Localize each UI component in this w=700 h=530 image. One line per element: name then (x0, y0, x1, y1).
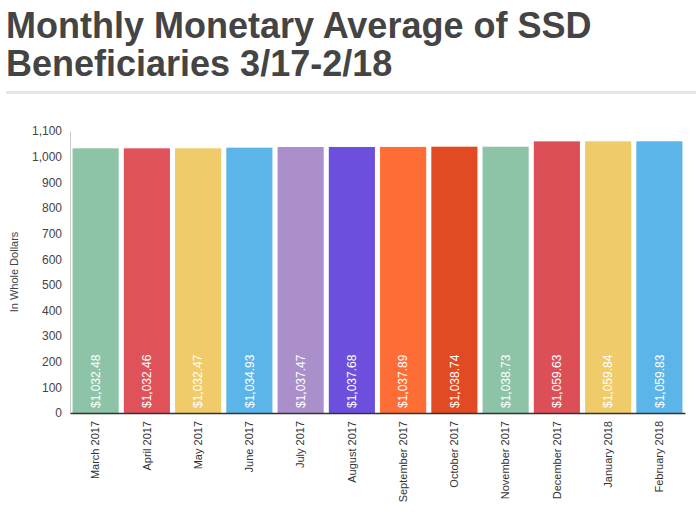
x-tick-label: June 2017 (243, 421, 255, 472)
title: Monthly Monetary Average of SSDBeneficia… (6, 5, 591, 84)
bar (483, 147, 529, 413)
y-tick-label: 500 (42, 278, 62, 292)
x-tick: November 2017 (499, 413, 511, 499)
data-label: $1,037.89 (396, 354, 410, 408)
bar (431, 147, 477, 413)
data-label: $1,032.48 (89, 354, 103, 408)
bar (124, 148, 170, 413)
data-label: $1,037.68 (345, 354, 359, 408)
y-tick-label: 0 (55, 406, 62, 420)
bar (73, 148, 119, 413)
bar (380, 147, 426, 413)
data-label: $1,032.47 (191, 354, 205, 408)
x-tick: December 2017 (551, 413, 563, 499)
y-tick-label: 900 (42, 176, 62, 190)
y-axis-title: In Whole Dollars (8, 231, 20, 312)
y-tick: 700 (42, 227, 70, 241)
x-tick-label: March 2017 (89, 421, 101, 479)
x-tick: June 2017 (243, 413, 255, 472)
x-tick: January 2018 (602, 413, 614, 488)
y-tick-label: 800 (42, 201, 62, 215)
x-tick: September 2017 (397, 413, 409, 502)
y-tick-label: 1,100 (32, 124, 62, 138)
x-tick: July 2017 (294, 413, 306, 468)
x-tick-label: May 2017 (192, 421, 204, 469)
data-label: $1,038.74 (448, 354, 462, 408)
y-tick: 100 (42, 381, 70, 395)
y-tick: 1,100 (32, 124, 70, 138)
y-tick: 300 (42, 329, 70, 343)
title-rule (6, 91, 696, 94)
bar (585, 141, 631, 413)
y-tick: 900 (42, 176, 70, 190)
bar (329, 147, 375, 413)
y-tick-label: 600 (42, 253, 62, 267)
bars (73, 141, 683, 413)
bar (175, 148, 221, 413)
y-tick: 500 (42, 278, 70, 292)
title-line: Monthly Monetary Average of SSD (6, 5, 591, 46)
x-tick-label: September 2017 (397, 421, 409, 502)
x-tick-label: February 2018 (653, 421, 665, 493)
x-axis: March 2017 April 2017 May 2017 June 2017 Jul… (71, 413, 686, 502)
y-tick: 400 (42, 304, 70, 318)
data-label: $1,038.73 (499, 354, 513, 408)
x-tick: March 2017 (89, 413, 101, 479)
y-tick-label: 1,000 (32, 150, 62, 164)
x-tick: August 2017 (346, 413, 358, 483)
x-axis-line (71, 413, 686, 415)
y-tick-label: 100 (42, 381, 62, 395)
x-tick: April 2017 (141, 413, 153, 471)
data-label: $1,032.46 (140, 354, 154, 408)
data-label: $1,037.47 (294, 354, 308, 408)
y-tick: 1,000 (32, 150, 70, 164)
y-tick-label: 300 (42, 329, 62, 343)
bar (278, 147, 324, 413)
y-axis: 0 100 200 300 400 500 600 700 800 900 1,000 1,100 (32, 124, 71, 420)
title-line: Beneficiaries 3/17-2/18 (6, 43, 392, 84)
x-tick-label: July 2017 (294, 421, 306, 468)
bar (534, 141, 580, 413)
x-tick-label: November 2017 (499, 421, 511, 499)
y-tick-label: 400 (42, 304, 62, 318)
y-tick: 800 (42, 201, 70, 215)
bar (226, 148, 272, 413)
bar (636, 141, 682, 413)
x-tick-label: April 2017 (141, 421, 153, 471)
x-tick: October 2017 (448, 413, 460, 488)
x-tick: May 2017 (192, 413, 204, 469)
x-tick: February 2018 (653, 413, 665, 493)
x-tick-label: January 2018 (602, 421, 614, 488)
y-tick-label: 700 (42, 227, 62, 241)
data-label: $1,034.93 (243, 354, 257, 408)
x-tick-label: October 2017 (448, 421, 460, 488)
y-tick: 600 (42, 253, 70, 267)
data-label: $1,059.63 (550, 354, 564, 408)
y-tick-label: 200 (42, 355, 62, 369)
x-tick-label: December 2017 (551, 421, 563, 499)
data-labels: $1,032.48 $1,032.46 $1,032.47 $1,034.93 $1,0… (89, 354, 667, 408)
data-label: $1,059.83 (653, 354, 667, 408)
y-tick: 0 (55, 406, 70, 420)
x-tick-label: August 2017 (346, 421, 358, 483)
y-axis-line (70, 132, 71, 414)
y-tick: 200 (42, 355, 70, 369)
data-label: $1,059.84 (601, 354, 615, 408)
chart: Monthly Monetary Average of SSDBeneficia… (0, 0, 700, 530)
